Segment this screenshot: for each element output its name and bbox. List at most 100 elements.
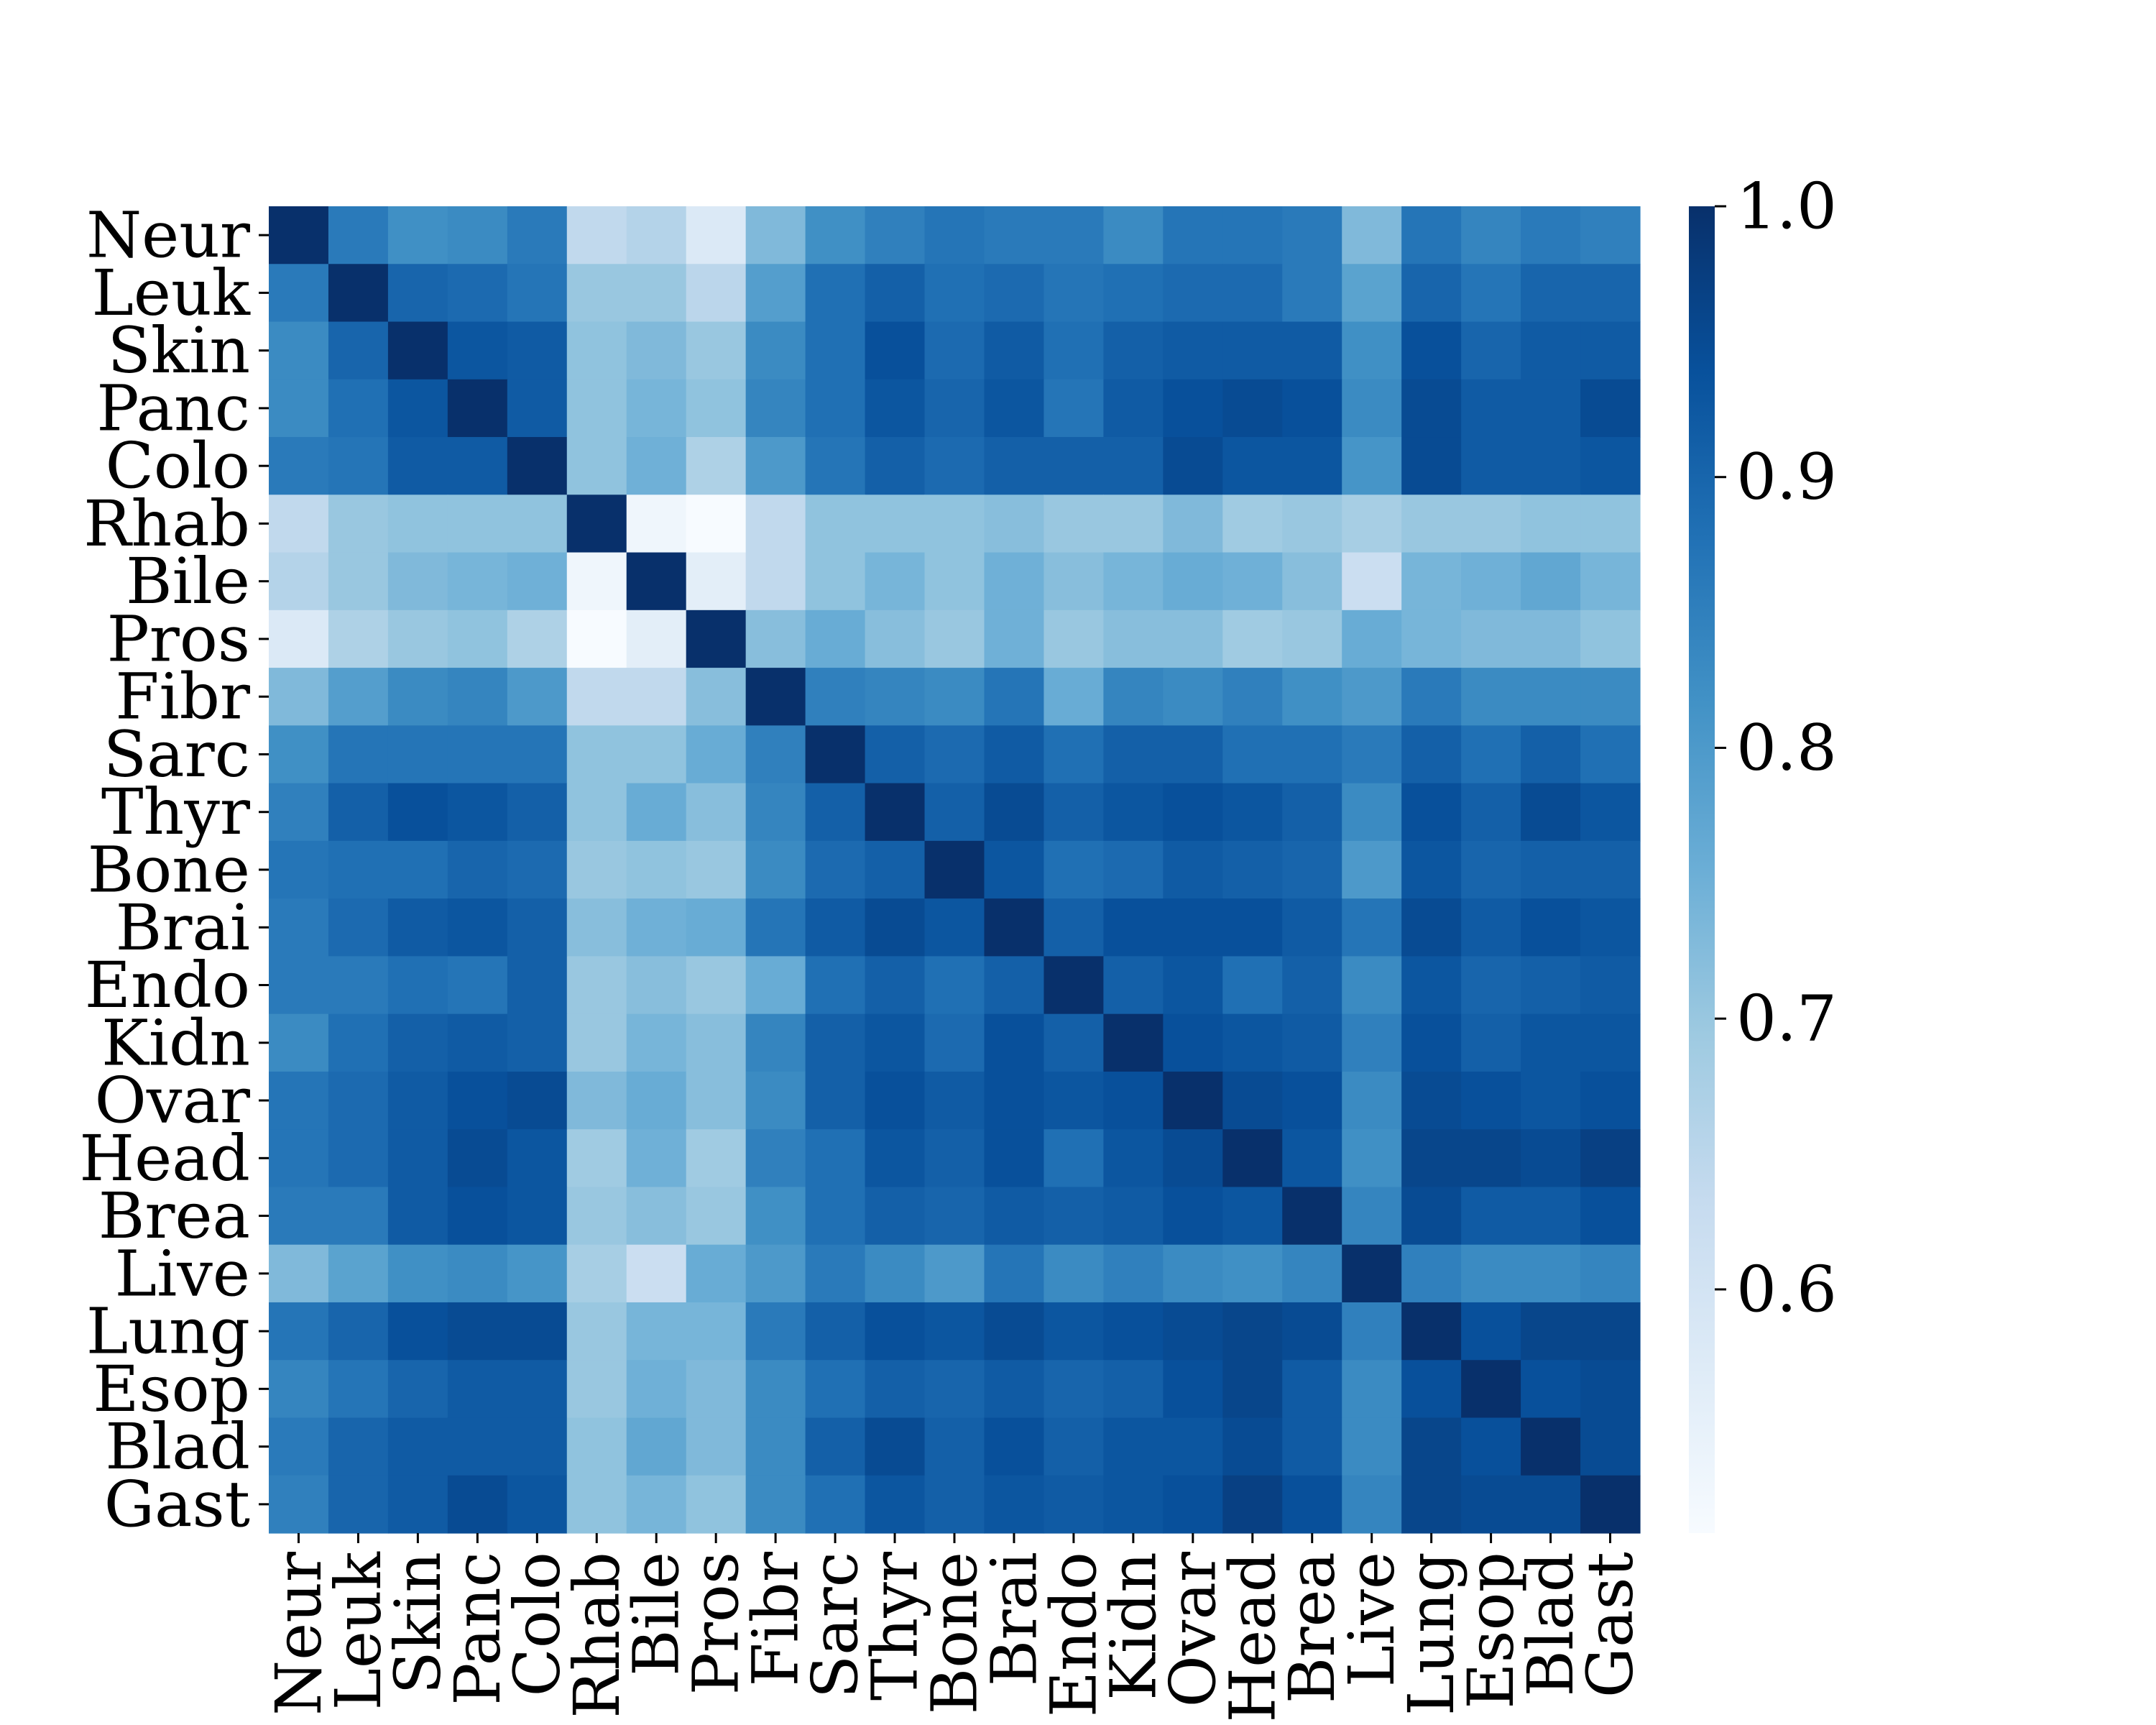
heatmap-cell-Skin-Brea [1282, 321, 1342, 380]
heatmap-cell-Blad-Rhab [566, 1417, 627, 1476]
heatmap-cell-Ovar-Brea [1282, 1071, 1342, 1130]
heatmap-cell-Blad-Live [1342, 1417, 1402, 1476]
heatmap-cell-Esop-Skin [387, 1360, 448, 1419]
heatmap-cell-Endo-Panc [447, 956, 508, 1015]
heatmap-cell-Live-Brea [1282, 1244, 1342, 1303]
heatmap-cell-Brai-Blad [1521, 898, 1581, 957]
heatmap-cell-Rhab-Fibr [745, 494, 806, 553]
heatmap-cell-Live-Brai [984, 1244, 1045, 1303]
heatmap-cell-Thyr-Rhab [566, 783, 627, 842]
heatmap-cell-Skin-Fibr [745, 321, 806, 380]
heatmap-cell-Bone-Live [1342, 840, 1402, 899]
heatmap-cell-Skin-Live [1342, 321, 1402, 380]
heatmap-cell-Gast-Kidn [1103, 1475, 1164, 1534]
x-tick-label: Colo [500, 1552, 574, 1696]
heatmap-cell-Thyr-Ovar [1163, 783, 1223, 842]
y-tick-label: Rhab [83, 487, 250, 561]
heatmap-cell-Fibr-Thyr [865, 668, 926, 726]
colorbar: 0.6 0.7 0.8 0.9 1.0 [1689, 170, 1837, 1533]
heatmap-cell-Leuk-Pros [686, 264, 747, 323]
heatmap-cell-Bile-Esop [1461, 552, 1521, 611]
x-tick-label: Live [1335, 1552, 1409, 1687]
heatmap-cell-Ovar-Skin [387, 1071, 448, 1130]
heatmap-cell-Bone-Bone [924, 840, 985, 899]
heatmap-cell-Panc-Panc [447, 379, 508, 438]
heatmap-cell-Pros-Kidn [1103, 610, 1164, 668]
heatmap-cell-Ovar-Gast [1580, 1071, 1641, 1130]
heatmap-cell-Blad-Fibr [745, 1417, 806, 1476]
x-tick-label: Thyr [858, 1551, 932, 1701]
heatmap-cell-Brea-Live [1342, 1187, 1402, 1246]
heatmap-cell-Endo-Fibr [745, 956, 806, 1015]
heatmap-cell-Rhab-Leuk [328, 494, 389, 553]
heatmap-cell-Colo-Endo [1044, 437, 1104, 495]
heatmap-cell-Neur-Bone [924, 206, 985, 264]
x-tick-labels: NeurLeukSkinPancColoRhabBileProsFibrSarc… [262, 1533, 1647, 1723]
heatmap-cell-Lung-Esop [1461, 1302, 1521, 1361]
heatmap-cell-Fibr-Bile [626, 668, 687, 726]
heatmap-cell-Lung-Skin [387, 1302, 448, 1361]
heatmap-cell-Bone-Blad [1521, 840, 1581, 899]
heatmap-cell-Sarc-Brea [1282, 725, 1342, 784]
x-tick-label: Skin [381, 1552, 455, 1694]
heatmap-cell-Leuk-Rhab [566, 264, 627, 323]
heatmap-cell-Gast-Brea [1282, 1475, 1342, 1534]
heatmap-cell-Leuk-Neur [269, 264, 329, 323]
heatmap-cell-Endo-Thyr [865, 956, 926, 1015]
heatmap-cell-Head-Brai [984, 1129, 1045, 1188]
heatmap-cell-Live-Bile [626, 1244, 687, 1303]
heatmap-cell-Rhab-Esop [1461, 494, 1521, 553]
heatmap-cell-Colo-Esop [1461, 437, 1521, 495]
heatmap-cell-Skin-Leuk [328, 321, 389, 380]
heatmap-cell-Gast-Panc [447, 1475, 508, 1534]
heatmap-cell-Bone-Pros [686, 840, 747, 899]
heatmap-cell-Bone-Bile [626, 840, 687, 899]
heatmap-cell-Brea-Sarc [805, 1187, 866, 1246]
x-tick-label: Ovar [1156, 1551, 1230, 1707]
heatmap-cell-Ovar-Sarc [805, 1071, 866, 1130]
heatmap-cell-Colo-Skin [387, 437, 448, 495]
heatmap-cell-Neur-Head [1222, 206, 1283, 264]
heatmap-cell-Bile-Bile [626, 552, 687, 611]
heatmap-cell-Ovar-Brai [984, 1071, 1045, 1130]
heatmap-cell-Panc-Sarc [805, 379, 866, 438]
heatmap-cell-Skin-Skin [387, 321, 448, 380]
heatmap-cell-Brai-Lung [1401, 898, 1462, 957]
heatmap-cell-Sarc-Blad [1521, 725, 1581, 784]
heatmap-cell-Live-Endo [1044, 1244, 1104, 1303]
heatmap-cell-Fibr-Pros [686, 668, 747, 726]
heatmap-cell-Bone-Skin [387, 840, 448, 899]
y-tick-label: Blad [105, 1409, 250, 1484]
colorbar-tick-label: 0.7 [1736, 982, 1837, 1056]
heatmap-cell-Neur-Lung [1401, 206, 1462, 264]
heatmap-cell-Colo-Colo [507, 437, 568, 495]
y-tick-label: Brea [98, 1179, 250, 1253]
heatmap-cell-Bile-Fibr [745, 552, 806, 611]
heatmap-cell-Bone-Head [1222, 840, 1283, 899]
heatmap-cell-Skin-Neur [269, 321, 329, 380]
heatmap-cell-Esop-Gast [1580, 1360, 1641, 1419]
heatmap-cell-Kidn-Colo [507, 1013, 568, 1072]
heatmap-cell-Brai-Neur [269, 898, 329, 957]
heatmap-cell-Gast-Fibr [745, 1475, 806, 1534]
heatmap-cell-Rhab-Rhab [566, 494, 627, 553]
heatmap-cell-Rhab-Panc [447, 494, 508, 553]
heatmap-cell-Ovar-Thyr [865, 1071, 926, 1130]
heatmap-cell-Fibr-Blad [1521, 668, 1581, 726]
heatmap-cell-Sarc-Live [1342, 725, 1402, 784]
heatmap-cell-Fibr-Leuk [328, 668, 389, 726]
heatmap-cell-Head-Panc [447, 1129, 508, 1188]
heatmap-cell-Head-Live [1342, 1129, 1402, 1188]
heatmap-cell-Brai-Bile [626, 898, 687, 957]
heatmap-cell-Bone-Rhab [566, 840, 627, 899]
heatmap-cell-Leuk-Esop [1461, 264, 1521, 323]
heatmap-cell-Bile-Ovar [1163, 552, 1223, 611]
heatmap-cell-Pros-Panc [447, 610, 508, 668]
heatmap-cell-Brea-Gast [1580, 1187, 1641, 1246]
heatmap-cell-Bone-Thyr [865, 840, 926, 899]
heatmap-cell-Endo-Gast [1580, 956, 1641, 1015]
heatmap-cell-Brea-Panc [447, 1187, 508, 1246]
heatmap-cell-Head-Sarc [805, 1129, 866, 1188]
heatmap-cell-Sarc-Gast [1580, 725, 1641, 784]
